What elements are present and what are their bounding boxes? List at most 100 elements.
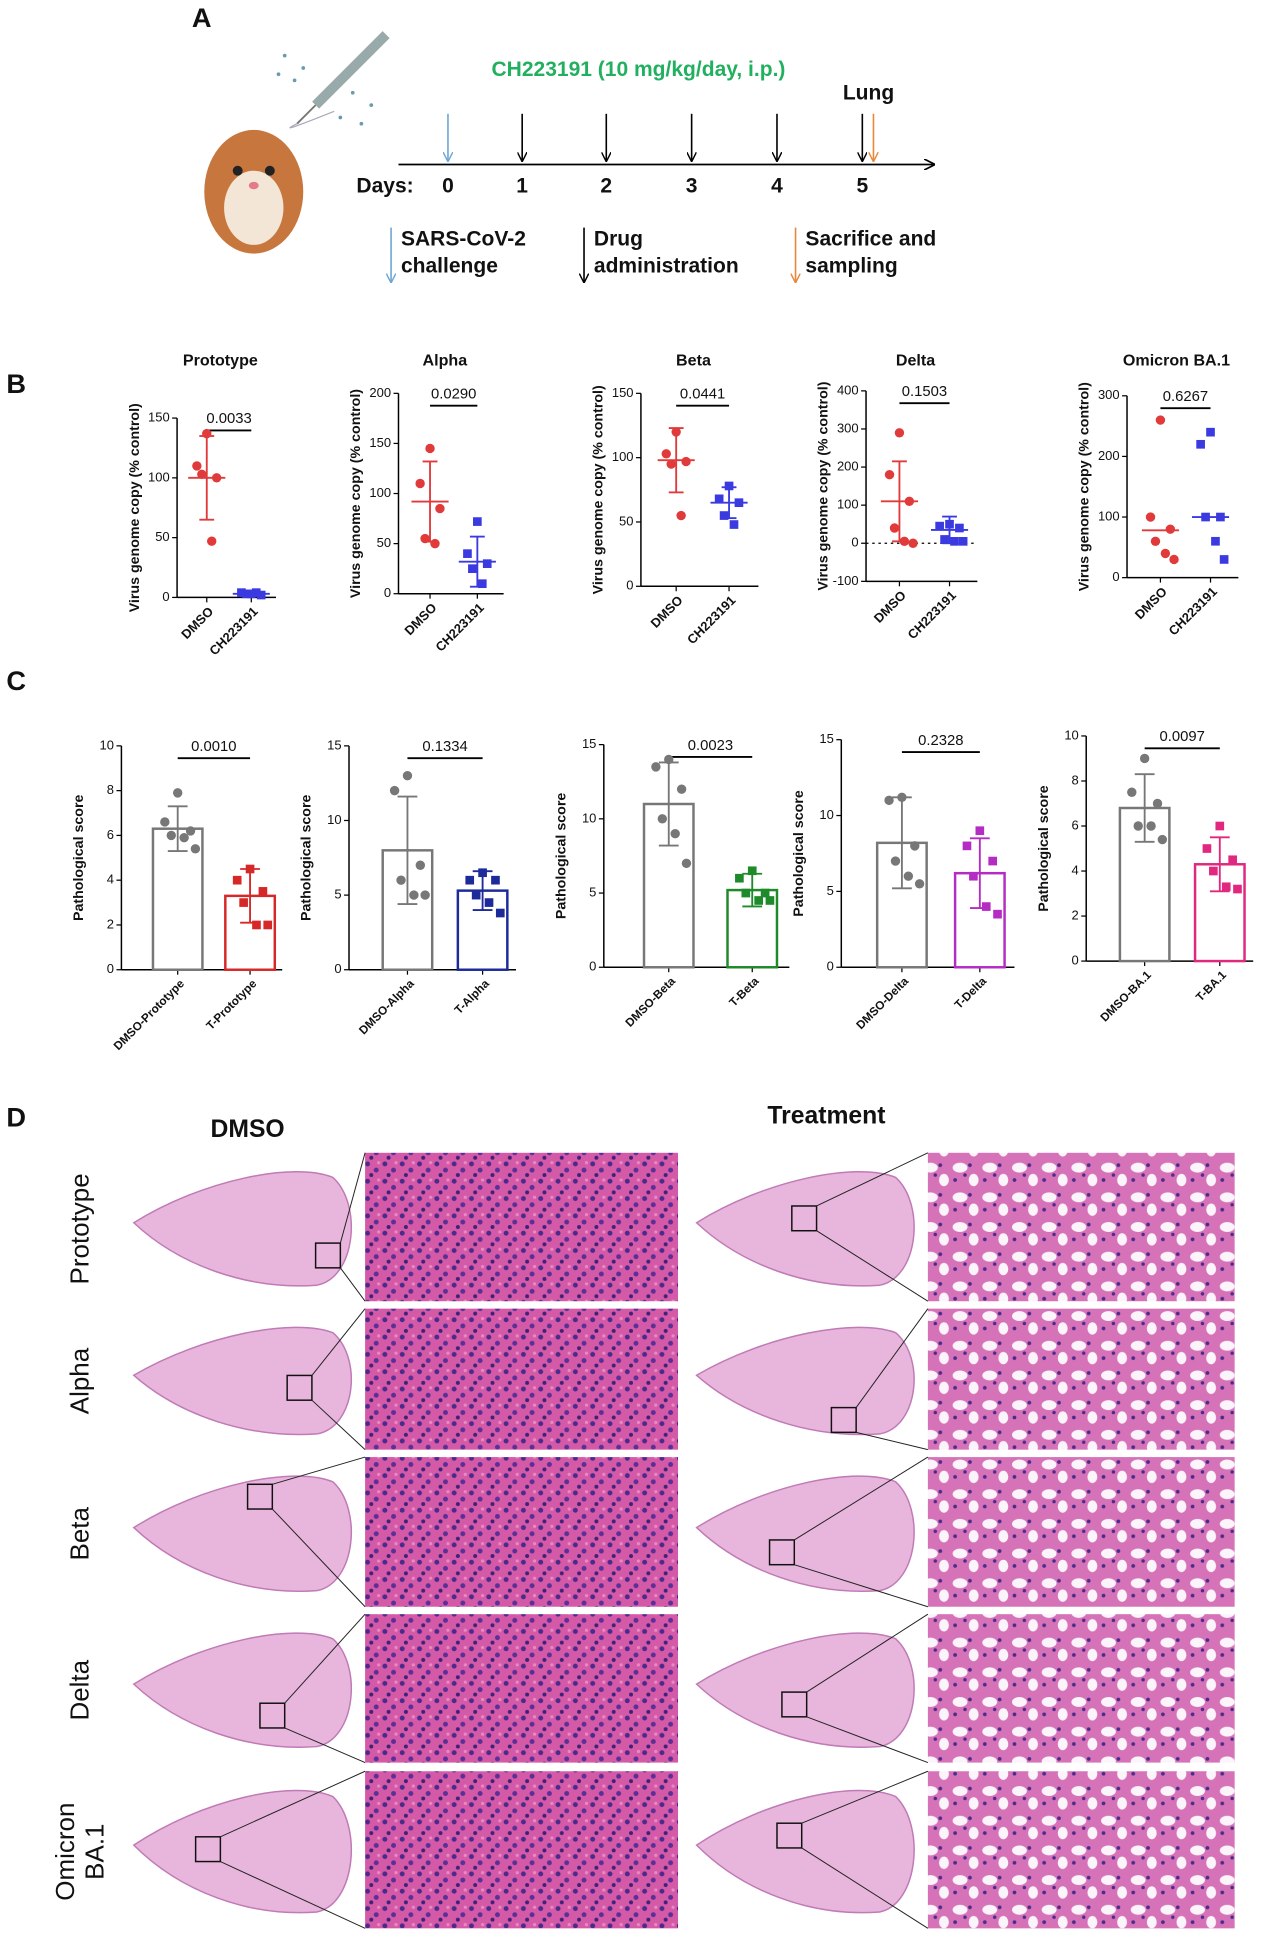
y-tick-label: 400 [837,382,859,397]
x-tick-label: DMSO-Alpha [357,977,417,1037]
zoom-connector [339,1267,366,1302]
panel-label: C [6,665,26,696]
data-point [754,896,764,905]
lung-overview [132,1789,352,1914]
zoom-image [365,1614,679,1763]
y-axis-label: Pathological score [71,794,87,921]
data-point [664,754,674,765]
data-point [884,795,894,806]
legend-text: sampling [805,255,897,278]
zoom-connector [339,1152,366,1244]
y-tick-label: 10 [819,807,833,822]
organ-label: Lung [843,82,894,105]
x-tick-label: DMSO [1132,584,1170,622]
data-point [409,890,419,900]
data-point [495,908,505,918]
data-point [425,443,435,454]
row-label: Alpha [65,1347,95,1414]
hamster-illustration [204,129,304,254]
y-tick-label: 2 [107,916,114,931]
data-point [747,866,757,876]
day-label: 0 [442,174,454,197]
data-point [651,762,661,772]
data-point [765,896,775,905]
chart-title: Beta [676,351,712,369]
y-tick-label: 100 [1098,508,1120,523]
lung-overview [695,1171,915,1287]
y-tick-label: 15 [582,736,596,751]
lung-overview [695,1632,915,1748]
data-point [160,817,170,827]
data-point [263,920,273,930]
y-tick-label: 10 [582,810,596,825]
data-point [884,469,895,480]
data-point [473,517,482,526]
day-label: 4 [771,174,783,197]
zoom-image [927,1308,1235,1450]
y-tick-label: 200 [369,385,391,400]
y-tick-label: 150 [369,435,391,450]
zoom-connector [284,1613,366,1704]
legend-text: SARS-CoV-2 [401,228,526,251]
data-point [415,478,425,489]
p-value: 0.2328 [918,733,963,749]
data-point [981,902,991,911]
data-point [1202,844,1212,853]
y-tick-label: 50 [155,529,169,544]
y-tick-label: 2 [1072,907,1079,922]
y-tick-label: 150 [612,385,634,400]
data-point [1152,798,1163,809]
data-point [482,559,492,568]
data-point [256,590,266,600]
data-point [252,920,261,930]
y-tick-label: 5 [589,884,596,899]
data-point [435,503,445,514]
data-point [1155,415,1166,425]
y-tick-label: 0 [334,961,341,976]
y-tick-label: 0 [626,578,633,593]
chart-title: Omicron BA.1 [1123,351,1230,369]
data-point [729,520,739,529]
data-point [166,830,176,841]
zoom-connector [816,1230,929,1302]
data-point [477,579,487,589]
zoom-image [927,1457,1235,1607]
data-point [1209,866,1218,876]
zoom-image [927,1771,1235,1929]
data-point [430,538,440,549]
zoom-connector [794,1456,929,1541]
x-tick-label: DMSO [871,588,909,626]
data-point [1228,855,1237,865]
y-tick-label: 50 [619,513,633,528]
day-label: 1 [516,174,528,197]
data-point [190,844,201,854]
chart-title: Alpha [423,351,469,369]
row-label: Beta [65,1507,95,1561]
p-value: 0.1503 [902,384,947,400]
x-tick-label: T-BA.1 [1194,968,1230,1004]
data-point [484,898,494,907]
x-tick-label: DMSO [401,600,439,638]
y-axis-label: Pathological score [299,794,315,921]
zoom-connector [794,1564,929,1608]
data-point [239,898,248,907]
p-value: 0.0010 [191,739,236,755]
lung-overview [132,1171,352,1287]
chart-title: Prototype [183,351,258,369]
y-axis-label: Virus genome copy (% control) [1077,382,1093,591]
data-point [1211,536,1220,546]
data-point [1165,524,1176,534]
p-value: 0.6267 [1163,389,1208,405]
data-point [468,564,477,573]
data-point [958,537,968,546]
data-point [760,888,770,898]
y-axis-label: Virus genome copy (% control) [127,403,143,612]
zoom-image [365,1308,679,1450]
data-point [940,535,949,544]
data-point [735,873,744,883]
zoom-box [314,1242,342,1269]
data-point [1146,821,1156,831]
data-point [1206,427,1215,437]
data-point [666,459,676,469]
